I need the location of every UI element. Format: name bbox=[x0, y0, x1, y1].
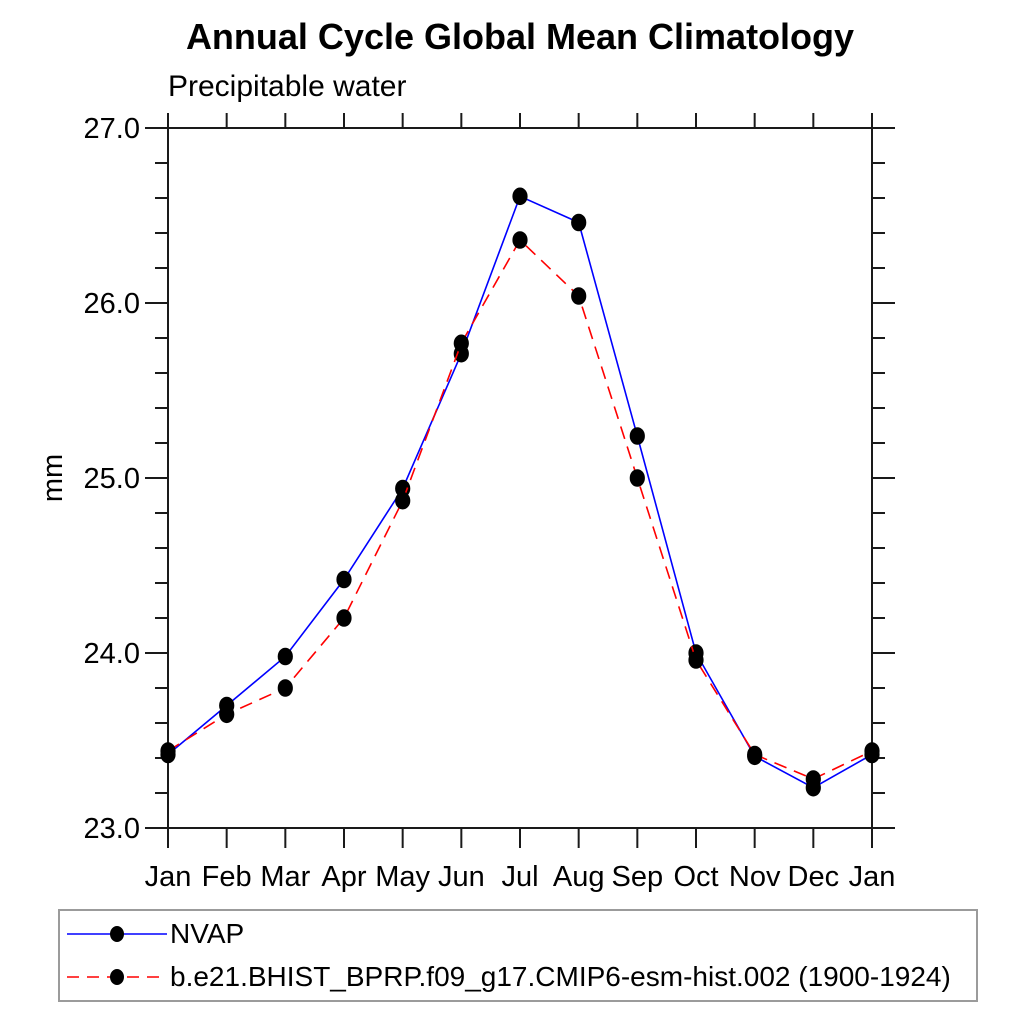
data-point-marker bbox=[453, 334, 469, 353]
data-point-marker bbox=[512, 231, 528, 249]
x-tick-label: Mar bbox=[260, 861, 310, 893]
data-point-marker bbox=[277, 679, 293, 697]
chart-title: Annual Cycle Global Mean Climatology bbox=[185, 16, 855, 57]
data-point-marker bbox=[688, 651, 704, 669]
series-line-nvap bbox=[167, 195, 873, 789]
x-tick-label: Jan bbox=[145, 861, 192, 893]
data-point-marker bbox=[395, 479, 411, 498]
data-point-marker bbox=[219, 705, 235, 724]
legend-entry-nvap: NVAP bbox=[60, 913, 976, 955]
data-point-marker bbox=[512, 187, 528, 206]
data-point-marker bbox=[805, 770, 821, 788]
y-axis-ticks: 23.0 24.0 25.0 26.0 27.0 bbox=[84, 113, 895, 845]
legend-entry-model: b.e21.BHIST_BPRP.f09_g17.CMIP6-esm-hist.… bbox=[60, 956, 976, 998]
data-point-marker bbox=[629, 427, 645, 445]
x-tick-label: Nov bbox=[729, 861, 781, 893]
data-point-marker bbox=[277, 647, 293, 666]
series-markers-nvap bbox=[160, 187, 880, 797]
y-tick-label: 24.0 bbox=[84, 638, 140, 670]
y-tick-label: 27.0 bbox=[84, 113, 140, 145]
y-tick-label: 25.0 bbox=[84, 463, 140, 495]
legend-sample-marker bbox=[110, 968, 124, 985]
x-tick-label: Jan bbox=[849, 861, 896, 893]
x-axis-ticks: Jan Feb Mar Apr May Jun Jul Aug Sep Oct Nov Dec Jan bbox=[145, 113, 896, 893]
data-point-marker bbox=[747, 745, 763, 764]
legend-label-nvap: NVAP bbox=[170, 918, 245, 950]
data-point-marker bbox=[160, 742, 176, 760]
x-tick-label: Aug bbox=[553, 861, 605, 893]
legend-label-model: b.e21.BHIST_BPRP.f09_g17.CMIP6-esm-hist.… bbox=[170, 960, 951, 992]
data-point-marker bbox=[336, 570, 352, 589]
data-point-marker bbox=[864, 742, 880, 760]
series-line-model bbox=[167, 238, 873, 780]
legend-line-sample-model bbox=[67, 968, 167, 985]
data-point-marker bbox=[395, 491, 411, 510]
legend-sample-marker bbox=[110, 926, 124, 943]
x-tick-label: Dec bbox=[788, 861, 840, 893]
legend-line-sample-nvap bbox=[67, 926, 167, 943]
series-markers-model bbox=[160, 231, 880, 788]
data-point-marker bbox=[571, 287, 587, 305]
x-tick-label: May bbox=[375, 861, 430, 893]
x-tick-label: Feb bbox=[202, 861, 252, 893]
x-tick-label: Jun bbox=[438, 861, 485, 893]
chart-subtitle: Precipitable water bbox=[168, 70, 407, 103]
y-tick-label: 26.0 bbox=[84, 288, 140, 320]
x-tick-label: Apr bbox=[321, 861, 366, 893]
data-point-marker bbox=[629, 469, 645, 487]
x-tick-label: Jul bbox=[501, 861, 538, 893]
data-point-marker bbox=[336, 609, 352, 627]
x-tick-label: Oct bbox=[673, 861, 718, 893]
x-tick-label: Sep bbox=[612, 861, 664, 893]
data-point-marker bbox=[571, 213, 587, 232]
y-tick-label: 23.0 bbox=[84, 813, 140, 845]
legend: NVAP b.e21.BHIST_BPRP.f09_g17.CMIP6-esm-… bbox=[58, 909, 978, 1002]
